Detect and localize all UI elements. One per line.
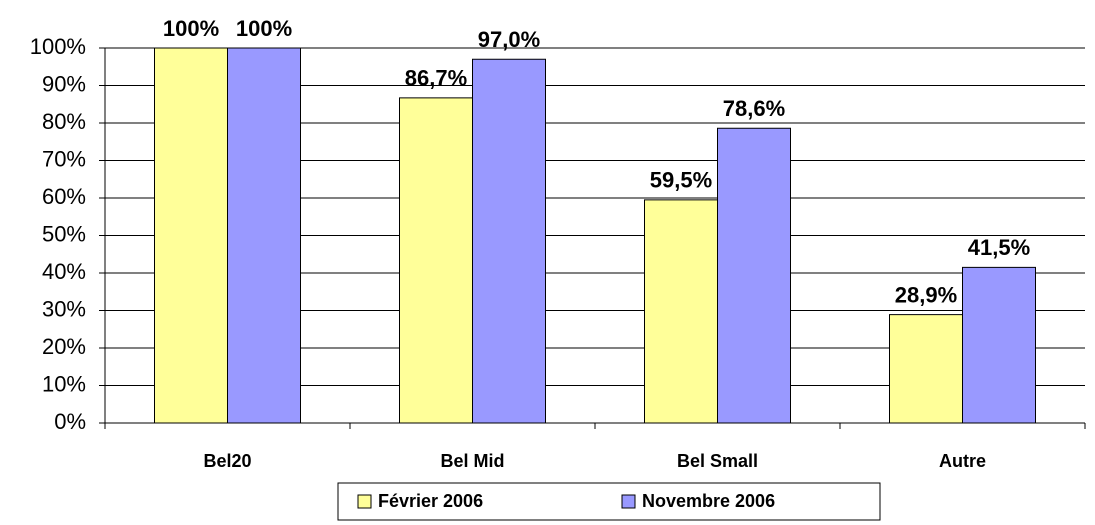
bar	[644, 199, 718, 424]
bar	[154, 47, 228, 424]
y-tick-label: 90%	[42, 71, 86, 96]
y-tick-label: 60%	[42, 184, 86, 209]
value-label: 59,5%	[650, 168, 712, 193]
x-tick-label: Bel Mid	[440, 451, 504, 471]
bar	[472, 58, 546, 424]
value-label: 100%	[163, 16, 219, 41]
x-tick-label: Autre	[939, 451, 986, 471]
bar	[399, 97, 473, 424]
y-tick-label: 10%	[42, 371, 86, 396]
bar	[889, 314, 963, 424]
bar	[962, 266, 1036, 424]
x-tick-label: Bel Small	[677, 451, 758, 471]
legend-swatch	[357, 494, 372, 509]
value-label: 100%	[236, 16, 292, 41]
y-tick-label: 0%	[54, 409, 86, 434]
value-label: 41,5%	[968, 235, 1030, 260]
y-tick-label: 80%	[42, 109, 86, 134]
legend-label: Novembre 2006	[642, 491, 775, 511]
y-tick-label: 100%	[30, 34, 86, 59]
value-label: 97,0%	[478, 27, 540, 52]
y-tick-label: 20%	[42, 334, 86, 359]
bar	[717, 127, 791, 424]
value-label: 78,6%	[723, 96, 785, 121]
legend-box	[337, 482, 881, 521]
y-tick-label: 50%	[42, 221, 86, 246]
value-label: 28,9%	[895, 282, 957, 307]
value-label: 86,7%	[405, 66, 467, 91]
legend-swatch	[621, 494, 636, 509]
y-tick-label: 70%	[42, 146, 86, 171]
x-tick-label: Bel20	[203, 451, 251, 471]
y-tick-label: 40%	[42, 259, 86, 284]
legend-label: Février 2006	[378, 491, 483, 511]
bar	[227, 47, 301, 424]
y-tick-label: 30%	[42, 296, 86, 321]
